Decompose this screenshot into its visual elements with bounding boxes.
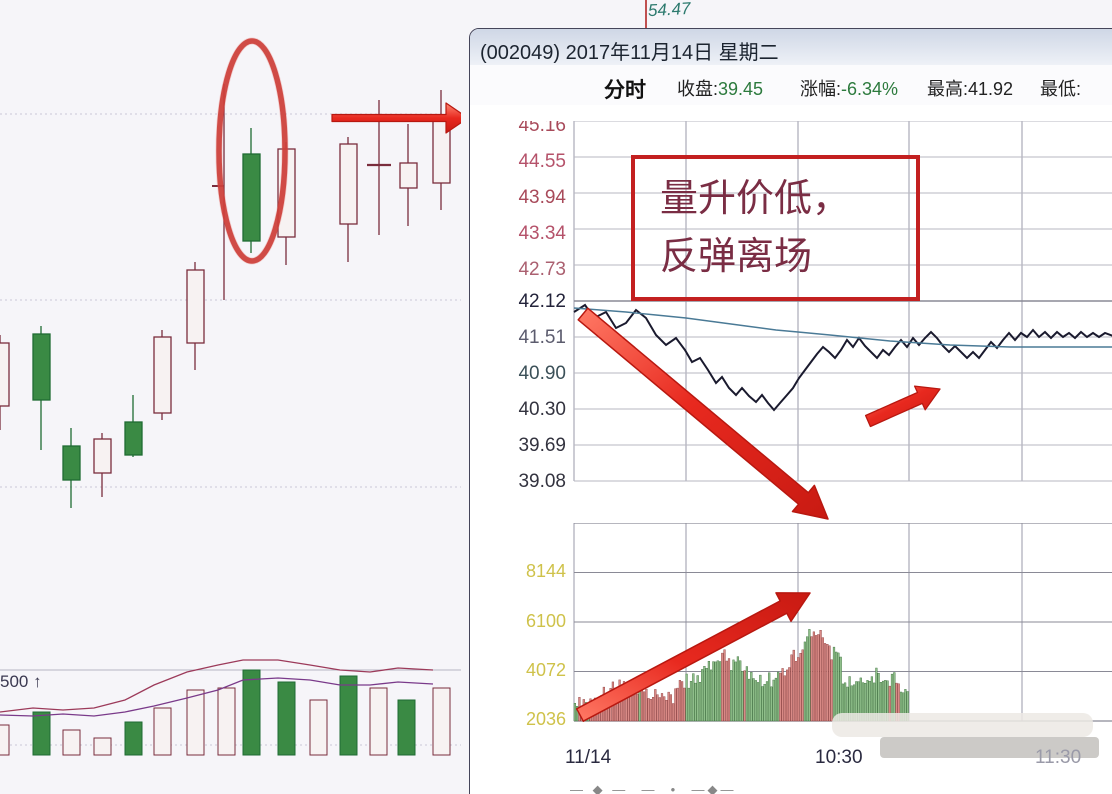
svg-text:量升价低，: 量升价低， bbox=[660, 178, 850, 220]
svg-text:6100: 6100 bbox=[526, 611, 566, 631]
svg-text:43.34: 43.34 bbox=[518, 223, 566, 244]
svg-text:45.16: 45.16 bbox=[518, 121, 566, 136]
svg-text:4072: 4072 bbox=[526, 660, 566, 680]
svg-text:42.73: 42.73 bbox=[518, 259, 566, 280]
svg-text:41.51: 41.51 bbox=[518, 327, 566, 348]
svg-text:43.94: 43.94 bbox=[518, 187, 566, 208]
svg-text:39.08: 39.08 bbox=[518, 471, 566, 492]
svg-text:40.30: 40.30 bbox=[518, 399, 566, 420]
svg-text:39.69: 39.69 bbox=[518, 435, 566, 456]
svg-text:42.12: 42.12 bbox=[518, 291, 566, 312]
svg-text:8144: 8144 bbox=[526, 561, 566, 581]
svg-text:2036: 2036 bbox=[526, 709, 566, 729]
svg-text:40.90: 40.90 bbox=[518, 363, 566, 384]
svg-text:44.55: 44.55 bbox=[518, 151, 566, 172]
svg-text:反弹离场: 反弹离场 bbox=[660, 236, 812, 278]
